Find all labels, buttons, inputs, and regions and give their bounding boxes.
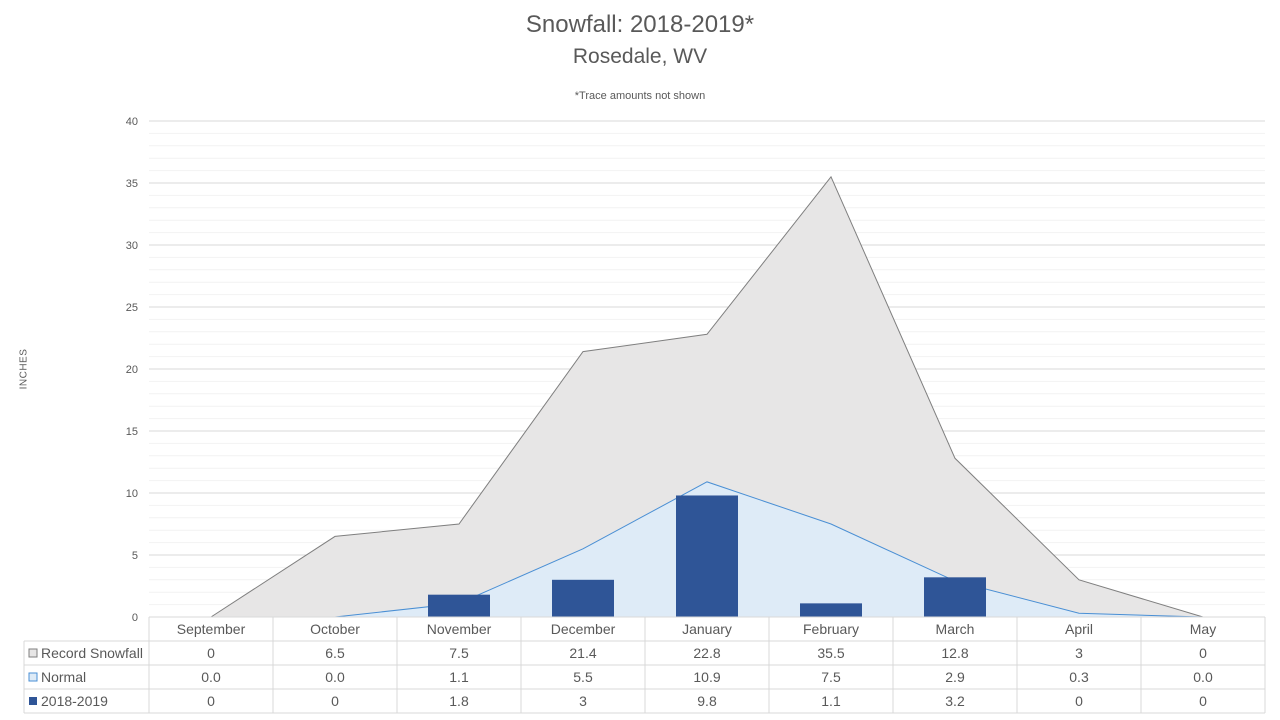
- data-label: 0.0: [325, 669, 345, 685]
- area-fill-0: [211, 176, 1203, 618]
- data-label: 7.5: [821, 669, 841, 685]
- legend-key: [29, 697, 37, 705]
- x-tick-label: February: [803, 621, 859, 637]
- data-label: 3.2: [945, 693, 965, 709]
- data-label: 35.5: [817, 645, 844, 661]
- x-tick-label: September: [177, 621, 246, 637]
- data-label: 22.8: [693, 645, 720, 661]
- data-label: 3: [1075, 645, 1083, 661]
- y-tick-label: 5: [132, 550, 138, 562]
- data-label: 0: [331, 693, 339, 709]
- legend-key: [28, 672, 38, 682]
- data-label: 1.1: [821, 693, 841, 709]
- bar-2: [800, 603, 862, 617]
- chart-note: *Trace amounts not shown: [574, 90, 706, 102]
- data-label: 1.8: [449, 693, 469, 709]
- data-label: 6.5: [325, 645, 345, 661]
- data-label: 21.4: [569, 645, 596, 661]
- y-tick-label: 30: [126, 240, 138, 252]
- legend-label: Record Snowfall: [41, 645, 143, 661]
- legend-label: Normal: [41, 669, 86, 685]
- x-tick-label: December: [551, 621, 616, 637]
- x-tick-label: November: [427, 621, 492, 637]
- data-label: 0: [207, 645, 215, 661]
- data-label: 0: [1199, 645, 1207, 661]
- y-tick-label: 25: [126, 302, 138, 314]
- data-label: 10.9: [693, 669, 720, 685]
- data-label: 7.5: [449, 645, 469, 661]
- area-line-0: [210, 175, 1204, 618]
- data-label: 1.1: [449, 669, 469, 685]
- data-label: 5.5: [573, 669, 593, 685]
- data-label: 9.8: [697, 693, 717, 709]
- data-label: 0: [207, 693, 215, 709]
- data-label: 0: [1075, 693, 1083, 709]
- data-label: 0.3: [1069, 669, 1089, 685]
- x-tick-label: January: [682, 621, 732, 637]
- bar-2: [676, 495, 738, 617]
- data-label: 0.0: [1193, 669, 1213, 685]
- x-tick-label: April: [1065, 621, 1093, 637]
- legend-key: [28, 648, 38, 658]
- x-tick-label: March: [936, 621, 975, 637]
- x-tick-label: May: [1190, 621, 1216, 637]
- y-tick-label: 15: [126, 426, 138, 438]
- y-tick-label: 20: [126, 364, 138, 376]
- x-tick-label: October: [310, 621, 360, 637]
- chart-title: Snowfall: 2018-2019*: [525, 11, 755, 38]
- data-label: 0.0: [201, 669, 221, 685]
- area-line-1: [211, 481, 1204, 618]
- chart-subtitle: Rosedale, WV: [572, 45, 708, 68]
- data-label: 0: [1199, 693, 1207, 709]
- bar-2: [924, 577, 986, 617]
- y-tick-label: 40: [126, 116, 138, 128]
- legend-label: 2018-2019: [41, 693, 108, 709]
- y-tick-label: 35: [126, 178, 138, 190]
- y-tick-label: 10: [126, 488, 138, 500]
- y-tick-label: 0: [132, 612, 138, 624]
- bar-2: [552, 579, 614, 617]
- data-label: 12.8: [941, 645, 968, 661]
- data-label: 3: [579, 693, 587, 709]
- bar-2: [428, 594, 490, 617]
- data-label: 2.9: [945, 669, 965, 685]
